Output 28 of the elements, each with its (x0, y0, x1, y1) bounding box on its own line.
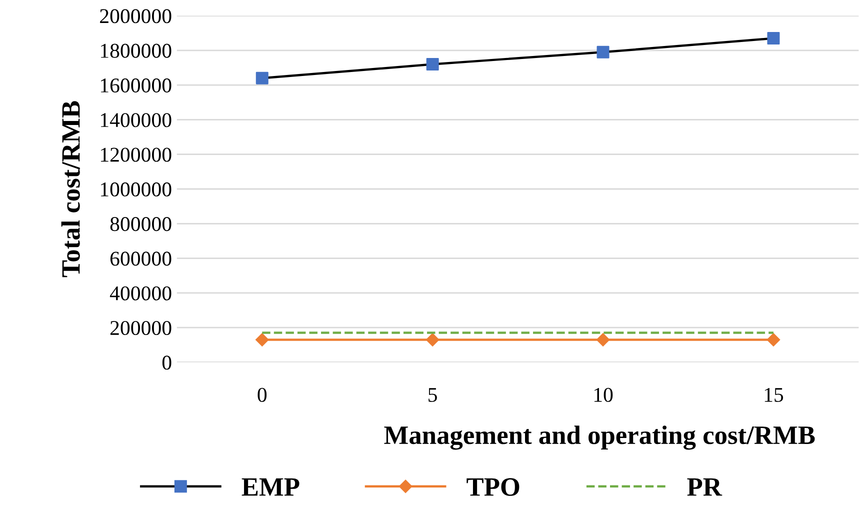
point (256, 333, 269, 346)
point (256, 72, 268, 84)
point (426, 58, 439, 71)
x-tick-label: 0 (258, 388, 267, 402)
y-tick-label: 1400000 (100, 113, 172, 128)
x-axis-title: Management and operating cost/RMB (384, 426, 815, 450)
y-tick-label: 600000 (110, 252, 172, 266)
y-tick-label: 1200000 (100, 148, 172, 162)
y-tick-label: 0 (162, 356, 172, 370)
y-tick-label: 400000 (110, 286, 172, 300)
y-tick-label: 1000000 (100, 182, 172, 196)
y-tick-label: 2000000 (100, 9, 172, 24)
legend-label: PR (687, 478, 722, 496)
legend-label: TPO (466, 478, 520, 496)
point (767, 32, 780, 45)
x-tick-label: 15 (764, 388, 784, 402)
y-axis-title: Total cost/RMB (61, 101, 80, 278)
y-tick-label: 1600000 (100, 78, 172, 92)
point (426, 333, 440, 346)
x-tick-label: 10 (594, 388, 613, 402)
point (596, 46, 610, 58)
point (596, 333, 610, 346)
legend-label: EMP (242, 478, 300, 496)
y-tick-label: 1800000 (100, 44, 172, 58)
point (766, 333, 780, 346)
y-tick-label: 800000 (110, 217, 172, 232)
y-tick-label: 200000 (110, 320, 172, 336)
x-tick-label: 5 (428, 388, 437, 402)
